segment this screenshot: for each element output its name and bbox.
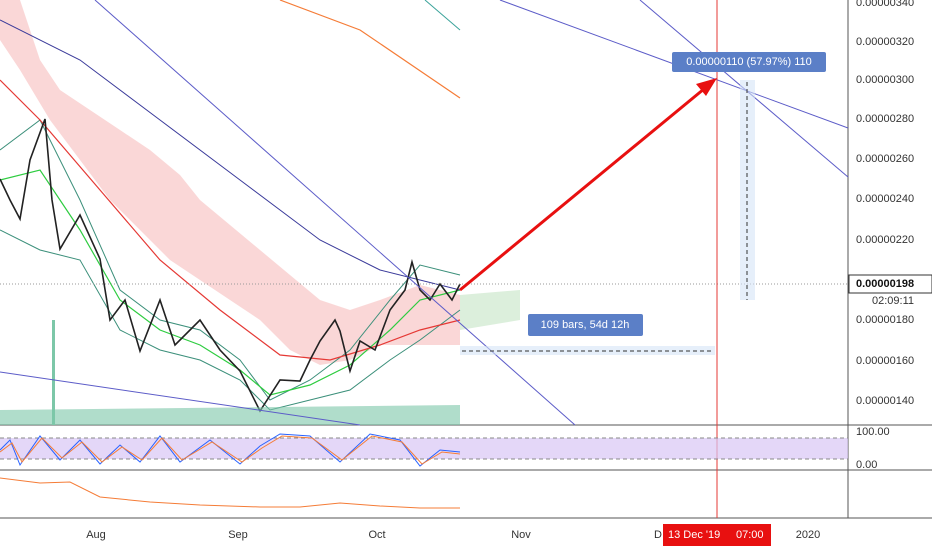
ichimoku-cloud bbox=[0, 0, 460, 365]
arrow-head bbox=[696, 78, 717, 96]
lower-indicator bbox=[0, 477, 460, 509]
moving-average bbox=[0, 19, 461, 291]
moving-average bbox=[0, 79, 461, 361]
cursor-time: 07:00 bbox=[736, 529, 764, 541]
date-range-box bbox=[460, 346, 715, 355]
time-tick-label: 2020 bbox=[796, 529, 820, 541]
cursor-date-box bbox=[663, 524, 771, 546]
countdown: 02:09:11 bbox=[872, 295, 914, 307]
bollinger-upper bbox=[0, 119, 461, 401]
volume bbox=[0, 405, 460, 425]
volume-bar bbox=[52, 320, 55, 425]
stoch-band bbox=[0, 438, 848, 459]
stoch-k bbox=[0, 433, 461, 467]
price-tick-label: 0.00000300 bbox=[856, 74, 914, 86]
price-tick-label: 0.00000340 bbox=[856, 0, 914, 9]
price-tick-label: 0.00000320 bbox=[856, 36, 914, 48]
price-tick-label: 0.00000160 bbox=[856, 355, 914, 367]
price-range-label: 0.00000110 (57.97%) 110 bbox=[686, 56, 812, 68]
date-range-label-box bbox=[528, 314, 643, 336]
date-range-label: 109 bars, 54d 12h bbox=[541, 319, 630, 331]
current-price: 0.00000198 bbox=[856, 278, 914, 290]
price-tick-label: 0.00000260 bbox=[856, 153, 914, 165]
cursor-date: 13 Dec '19 bbox=[668, 529, 720, 541]
price-tick-label: 0.00000140 bbox=[856, 395, 914, 407]
projection-arrow bbox=[459, 82, 711, 292]
stoch-d bbox=[0, 435, 461, 465]
time-tick-label: Aug bbox=[86, 529, 106, 541]
bollinger-lower bbox=[0, 229, 461, 411]
oscillator-tick-label: 100.00 bbox=[856, 426, 890, 438]
cloud-future bbox=[460, 290, 520, 330]
price-tick-label: 0.00000280 bbox=[856, 113, 914, 125]
time-tick-label: D bbox=[654, 529, 662, 541]
oscillator-tick-label: 0.00 bbox=[856, 459, 877, 471]
time-tick-label: Oct bbox=[368, 529, 385, 541]
price-range-label-box bbox=[672, 52, 826, 72]
price-tick-label: 0.00000240 bbox=[856, 193, 914, 205]
time-tick-label: Nov bbox=[511, 529, 531, 541]
current-price-box bbox=[848, 274, 932, 294]
moving-average bbox=[279, 0, 461, 99]
trend-line bbox=[0, 371, 361, 426]
price-tick-label: 0.00000180 bbox=[856, 314, 914, 326]
price-tick-label: 0.00000220 bbox=[856, 234, 914, 246]
time-tick-label: Sep bbox=[228, 529, 248, 541]
moving-average bbox=[424, 0, 461, 31]
